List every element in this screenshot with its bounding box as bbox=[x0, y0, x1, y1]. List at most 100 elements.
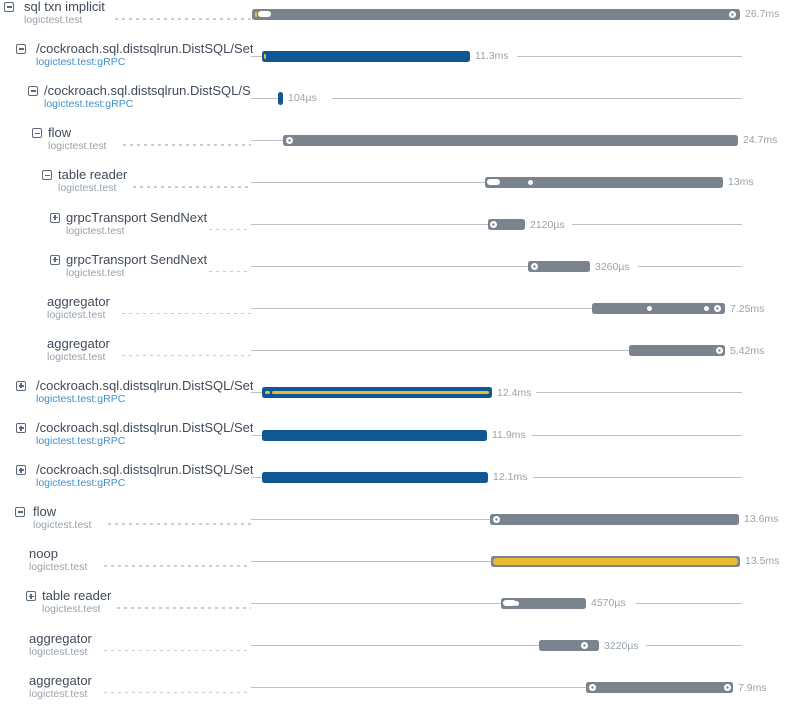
collapse-icon[interactable] bbox=[4, 2, 14, 12]
span-title[interactable]: /cockroach.sql.distsqlrun.DistSQL/S bbox=[44, 83, 251, 99]
leader-line bbox=[251, 266, 528, 268]
span-title[interactable]: aggregator bbox=[47, 293, 110, 309]
pill-marker bbox=[258, 11, 271, 17]
expand-icon[interactable] bbox=[50, 212, 60, 223]
leader-dashes bbox=[108, 523, 251, 525]
span-subtitle: logictest.test bbox=[47, 308, 106, 321]
span-title[interactable]: aggregator bbox=[29, 672, 92, 688]
leader-dashes bbox=[117, 607, 251, 609]
span-duration: 13.5ms bbox=[745, 555, 780, 568]
span-subtitle: logictest.test bbox=[66, 266, 125, 279]
span-row: grpcTransport SendNext logictest.test 32… bbox=[0, 247, 786, 289]
expand-icon[interactable] bbox=[16, 423, 26, 433]
pill-marker bbox=[487, 179, 500, 186]
span-title[interactable]: /cockroach.sql.distsqlrun.DistSQL/Set bbox=[36, 41, 254, 57]
ringdot-marker bbox=[490, 221, 497, 228]
expand-icon[interactable] bbox=[16, 465, 26, 476]
span-title[interactable]: flow bbox=[33, 504, 57, 520]
span-bar[interactable] bbox=[491, 555, 740, 567]
tick-marker bbox=[264, 53, 266, 59]
trailing-line bbox=[636, 602, 742, 604]
collapse-icon[interactable] bbox=[15, 507, 25, 518]
span-bar[interactable] bbox=[262, 471, 488, 483]
dot-marker bbox=[704, 306, 709, 312]
leader-line bbox=[251, 518, 490, 520]
leader-line bbox=[251, 645, 539, 646]
leader-line bbox=[251, 560, 491, 562]
span-bar[interactable] bbox=[592, 303, 725, 315]
span-title[interactable]: flow bbox=[48, 125, 72, 141]
span-title[interactable]: table reader bbox=[42, 588, 112, 604]
span-subtitle: logictest.test:gRPC bbox=[36, 392, 126, 405]
span-bar[interactable] bbox=[262, 387, 492, 399]
span-subtitle: logictest.test bbox=[47, 350, 106, 363]
leader-dashes bbox=[122, 312, 251, 315]
span-row: /cockroach.sql.distsqlrun.DistSQL/S logi… bbox=[0, 78, 786, 120]
ringdot-marker bbox=[716, 347, 723, 355]
collapse-icon[interactable] bbox=[16, 44, 26, 55]
span-title[interactable]: grpcTransport SendNext bbox=[66, 251, 208, 267]
pill-marker bbox=[503, 600, 516, 607]
span-duration: 11.9ms bbox=[492, 429, 526, 441]
span-subtitle: logictest.test bbox=[24, 14, 83, 26]
span-subtitle: logictest.test bbox=[42, 603, 101, 616]
leader-line bbox=[251, 308, 592, 310]
span-bar[interactable] bbox=[586, 682, 733, 694]
span-row: noop logictest.test 13.5ms bbox=[0, 541, 786, 583]
span-row: aggregator logictest.test 3220µs bbox=[0, 626, 786, 668]
span-title[interactable]: /cockroach.sql.distsqlrun.DistSQL/Set bbox=[36, 462, 254, 478]
span-duration: 5.42ms bbox=[730, 344, 765, 357]
ringdot-marker bbox=[493, 515, 500, 523]
span-duration: 26.7ms bbox=[745, 8, 780, 20]
span-bar[interactable] bbox=[528, 261, 590, 273]
span-title[interactable]: grpcTransport SendNext bbox=[66, 209, 208, 225]
span-bar[interactable] bbox=[252, 8, 740, 20]
span-title[interactable]: /cockroach.sql.distsqlrun.DistSQL/Set bbox=[36, 420, 254, 435]
span-bar[interactable] bbox=[629, 345, 725, 357]
span-row: grpcTransport SendNext logictest.test 21… bbox=[0, 205, 786, 247]
span-title[interactable]: aggregator bbox=[29, 630, 92, 646]
span-row: /cockroach.sql.distsqlrun.DistSQL/Set lo… bbox=[0, 457, 786, 499]
collapse-icon[interactable] bbox=[32, 128, 42, 139]
span-row: aggregator logictest.test 7.9ms bbox=[0, 668, 786, 710]
span-bar[interactable] bbox=[262, 429, 487, 441]
dot-marker bbox=[647, 306, 652, 312]
leader-dashes bbox=[115, 18, 251, 20]
span-row: table reader logictest.test 13ms bbox=[0, 162, 786, 204]
span-bar[interactable] bbox=[485, 176, 723, 188]
span-bar[interactable] bbox=[283, 134, 738, 146]
span-subtitle: logictest.test:gRPC bbox=[36, 435, 126, 447]
collapse-icon[interactable] bbox=[42, 170, 52, 181]
span-bar[interactable] bbox=[278, 91, 283, 105]
leader-dashes bbox=[122, 354, 251, 357]
span-row: /cockroach.sql.distsqlrun.DistSQL/Set lo… bbox=[0, 415, 786, 457]
span-duration: 12.4ms bbox=[497, 386, 532, 399]
leader-line bbox=[251, 687, 586, 689]
span-title[interactable]: table reader bbox=[58, 167, 128, 183]
expand-icon[interactable] bbox=[16, 380, 26, 391]
span-duration: 13.6ms bbox=[744, 513, 779, 526]
span-bar[interactable] bbox=[490, 513, 739, 525]
span-bar[interactable] bbox=[501, 597, 586, 609]
leader-line bbox=[251, 224, 488, 225]
trailing-line bbox=[532, 434, 742, 436]
span-bar[interactable] bbox=[539, 640, 599, 651]
span-duration: 104µs bbox=[288, 92, 317, 105]
span-bar[interactable] bbox=[488, 219, 525, 230]
trailing-line bbox=[517, 55, 742, 57]
span-title[interactable]: /cockroach.sql.distsqlrun.DistSQL/Set bbox=[36, 377, 254, 393]
ringdot-marker bbox=[286, 136, 293, 144]
leader-dashes bbox=[123, 144, 251, 146]
span-row: sql txn implicit logictest.test 26.7ms bbox=[0, 0, 786, 36]
expand-icon[interactable] bbox=[26, 591, 36, 602]
leader-line bbox=[251, 139, 283, 141]
collapse-icon[interactable] bbox=[28, 86, 38, 97]
span-title[interactable]: aggregator bbox=[47, 335, 110, 351]
ringdot-marker bbox=[724, 684, 731, 692]
leader-line bbox=[251, 97, 278, 99]
expand-icon[interactable] bbox=[50, 254, 60, 265]
span-title[interactable]: noop bbox=[29, 546, 58, 562]
span-title[interactable]: sql txn implicit bbox=[24, 0, 105, 14]
span-bar[interactable] bbox=[262, 50, 470, 62]
span-duration: 12.1ms bbox=[493, 471, 528, 484]
